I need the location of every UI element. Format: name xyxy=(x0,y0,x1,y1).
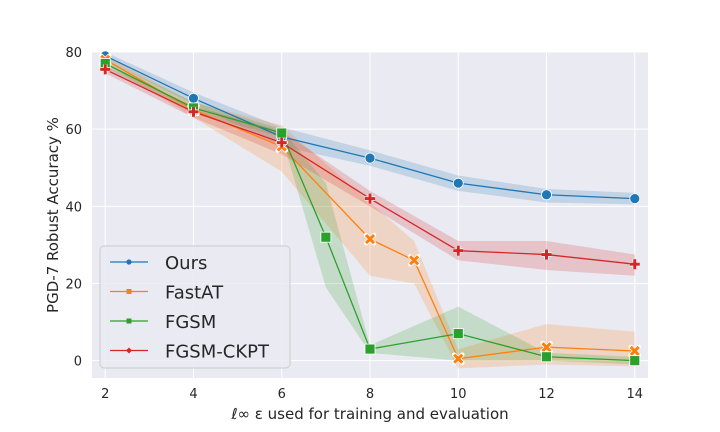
y-tick-label: 0 xyxy=(74,355,82,370)
data-point-fgsm xyxy=(364,343,376,355)
data-point-fgsm-ckpt xyxy=(365,193,375,204)
series-line-fastat xyxy=(104,59,635,360)
series-line-fgsm xyxy=(104,62,635,362)
data-point-ours xyxy=(541,189,552,201)
x-tick-label: 6 xyxy=(278,387,286,402)
data-point-fgsm-ckpt xyxy=(453,245,464,256)
legend-entry-fgsm-ckpt: FGSM-CKPT xyxy=(110,342,270,363)
legend-entry-fgsm: FGSM xyxy=(110,312,216,333)
y-tick-labels: 0 20 40 60 80 xyxy=(65,46,82,370)
y-axis-label: PGD-7 Robust Accuracy % xyxy=(44,117,62,313)
data-point-fgsm xyxy=(452,328,464,340)
data-point-fastat xyxy=(628,344,642,358)
data-point-fgsm-ckpt xyxy=(629,259,640,270)
x-tick-label: 12 xyxy=(538,387,555,402)
data-point-fgsm-ckpt xyxy=(188,106,199,117)
y-tick-label: 20 xyxy=(65,277,82,292)
x-tick-label: 2 xyxy=(101,387,109,402)
legend-marker xyxy=(126,259,132,265)
data-point-fgsm xyxy=(541,351,552,363)
data-point-fastat xyxy=(363,232,377,246)
x-tick-label: 10 xyxy=(450,387,467,402)
confidence-band-fastat xyxy=(105,55,635,369)
legend-marker xyxy=(126,318,132,324)
legend-label: FGSM xyxy=(165,312,216,333)
data-point-ours xyxy=(188,92,199,104)
confidence-band-fgsm-ckpt xyxy=(105,65,635,276)
data-point-fastat xyxy=(540,340,553,354)
x-tick-label: 14 xyxy=(626,387,643,402)
data-point-fastat xyxy=(407,254,421,267)
data-point-fgsm xyxy=(320,231,332,243)
x-tick-labels: 2 4 6 8 10 12 14 xyxy=(101,387,643,402)
x-tick-label: 8 xyxy=(366,387,374,402)
data-point-ours xyxy=(452,177,464,189)
legend-label: Ours xyxy=(165,253,207,274)
legend-entry-ours: Ours xyxy=(110,253,207,274)
data-point-fgsm xyxy=(629,355,641,367)
y-tick-label: 40 xyxy=(65,200,82,215)
y-tick-label: 60 xyxy=(65,123,82,138)
data-point-fgsm-ckpt xyxy=(276,137,287,148)
legend: Ours FastAT FGSM FGSM-CKPT xyxy=(99,245,291,369)
x-axis-label: ℓ∞ ε used for training and evaluation xyxy=(230,405,508,423)
x-tick-label: 4 xyxy=(189,387,197,402)
legend-marker xyxy=(126,347,132,354)
legend-label: FGSM-CKPT xyxy=(165,342,270,363)
data-point-ours xyxy=(629,193,641,205)
data-point-fastat xyxy=(452,352,465,365)
data-point-fgsm-ckpt xyxy=(100,64,111,75)
series-markers xyxy=(98,50,642,367)
legend-frame xyxy=(99,245,291,369)
data-point-fgsm xyxy=(276,127,288,139)
data-point-ours xyxy=(364,152,376,164)
legend-label: FastAT xyxy=(165,283,224,304)
legend-entry-fastat: FastAT xyxy=(110,283,224,304)
data-point-fgsm-ckpt xyxy=(541,249,552,260)
legend-marker xyxy=(126,289,132,294)
y-tick-label: 80 xyxy=(65,46,82,61)
